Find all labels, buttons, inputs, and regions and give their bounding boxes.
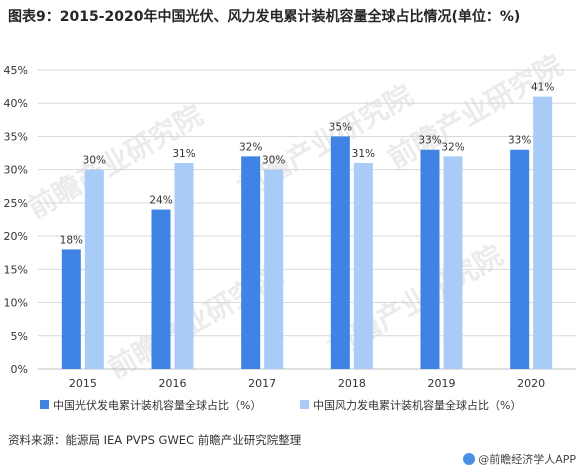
bar-solar [330,136,350,369]
bar-solar [510,149,530,369]
x-tick-label: 2015 [69,377,97,390]
x-tick-label: 2016 [159,377,187,390]
bars [61,96,553,370]
y-tick-label: 40% [4,97,28,110]
bar-wind [84,169,104,369]
bar-value-label: 33% [508,135,531,147]
bar-value-label: 32% [239,141,262,153]
brand-footer: @前瞻经济学人APP [463,451,576,467]
bar-wind [264,169,284,369]
legend-swatch-wind [300,400,309,409]
bar-wind [533,96,553,370]
watermark-text: 前瞻产业研究院 [322,238,508,365]
chart-title: 图表9：2015-2020年中国光伏、风力发电累计装机容量全球占比情况(单位：%… [8,9,521,25]
bar-wind [443,156,463,369]
bar-value-label: 30% [262,155,285,167]
bar-value-label: 33% [418,135,441,147]
y-tick-label: 30% [4,164,28,177]
y-tick-label: 15% [4,263,28,276]
bar-value-label: 32% [441,141,464,153]
bar-solar [151,209,171,369]
legend: 中国光伏发电累计装机容量全球占比（%） 中国风力发电累计装机容量全球占比（%） [40,398,521,412]
bar-value-label: 24% [149,195,172,207]
bar-value-label: 35% [329,121,352,133]
brand-logo-icon [463,453,476,465]
bar-value-label: 41% [531,82,554,94]
y-tick-label: 35% [4,130,28,143]
bar-solar [241,156,261,369]
bar-solar [420,149,440,369]
bar-wind [174,163,194,369]
y-tick-label: 0% [11,363,28,376]
y-tick-label: 20% [4,230,28,243]
bar-value-label: 31% [352,148,375,160]
y-tick-label: 10% [4,297,28,310]
watermark-text: 前瞻产业研究院 [102,258,288,385]
x-tick-label: 2018 [338,377,366,390]
source-note: 资料来源：能源局 IEA PVPS GWEC 前瞻产业研究院整理 [8,433,302,447]
legend-label-wind: 中国风力发电累计装机容量全球占比（%） [313,398,521,412]
x-tick-label: 2019 [428,377,456,390]
x-axis: 2015 2016 2017 2018 2019 2020 [69,377,545,390]
legend-label-solar: 中国光伏发电累计装机容量全球占比（%） [53,398,261,412]
data-labels: 18%30%24%31%32%30%35%31%33%32%33%41% [60,82,555,247]
y-axis: 0% 5% 10% 15% 20% 25% 30% 35% 40% 45% [4,64,28,376]
x-tick-label: 2020 [517,377,545,390]
gridlines [38,69,576,370]
brand-label: @前瞻经济学人APP [478,453,576,466]
bar-solar [61,249,81,369]
y-tick-label: 45% [4,64,28,77]
bar-value-label: 30% [83,155,106,167]
bar-value-label: 31% [172,148,195,160]
y-tick-label: 25% [4,197,28,210]
y-tick-label: 5% [11,330,28,343]
bar-value-label: 18% [60,234,83,246]
bar-wind [353,163,373,369]
x-tick-label: 2017 [248,377,276,390]
legend-swatch-solar [40,400,49,409]
